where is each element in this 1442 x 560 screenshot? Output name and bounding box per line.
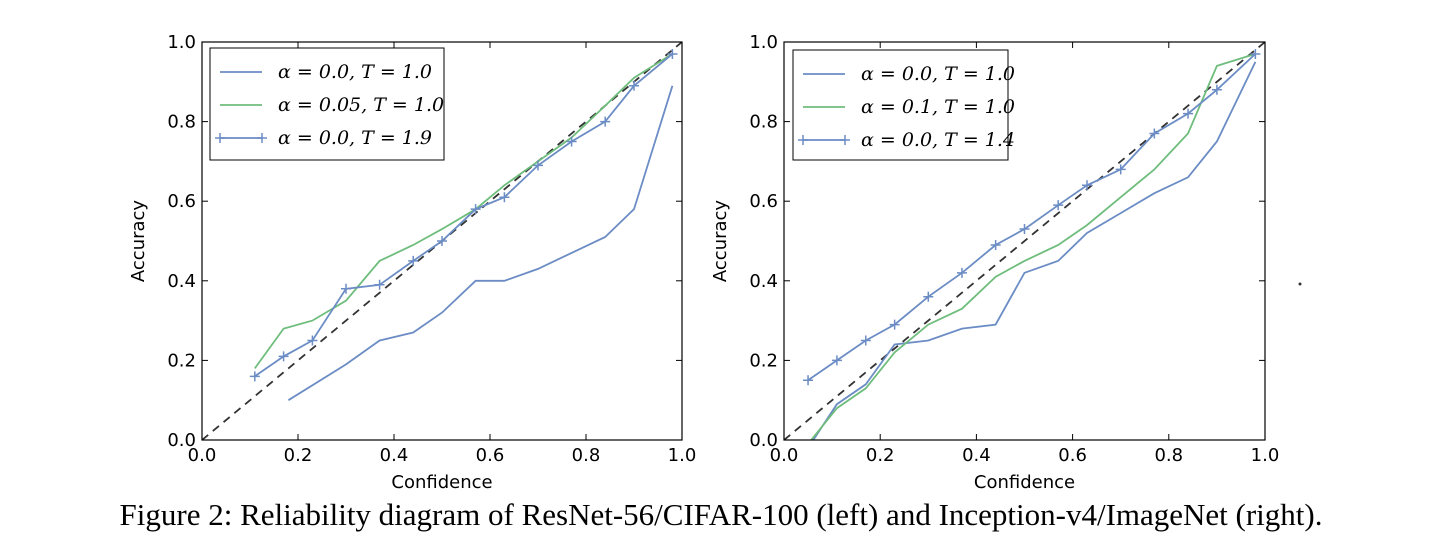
- y-tick-label: 0.8: [749, 112, 778, 133]
- plus-marker: [470, 204, 481, 215]
- y-tick-label: 1.0: [749, 32, 778, 53]
- x-tick-label: 0.4: [962, 445, 991, 466]
- plus-marker: [499, 192, 510, 203]
- right-reliability-chart: 0.0 0.2 0.4 0.6 0.8 1.0 0.0 0.2 0.4 0.6 0.8 1.0 Conf…: [710, 32, 1279, 493]
- x-tick-label: 1.0: [1251, 445, 1280, 466]
- y-tick-label: 0.0: [167, 430, 196, 451]
- x-tick-label: 0.0: [188, 445, 217, 466]
- plus-marker: [1053, 200, 1064, 211]
- plus-marker: [437, 236, 447, 246]
- legend: α = 0.0, T = 1.0 α = 0.05, T = 1.0 α = 0.0…: [209, 47, 445, 161]
- legend-box: [209, 47, 445, 161]
- legend-label: α = 0.0, T = 1.4: [861, 129, 1015, 151]
- plus-marker: [600, 116, 611, 127]
- x-tick-label: 0.6: [1058, 445, 1087, 466]
- axes-frame: [783, 41, 1266, 441]
- plus-marker: [956, 267, 967, 278]
- stray-dot: [1298, 282, 1302, 286]
- y-axis-label: Accuracy: [128, 200, 149, 283]
- y-tick-label: 0.6: [749, 191, 778, 212]
- y-tick-label: 0.6: [167, 191, 196, 212]
- legend-plus-marker: [798, 135, 808, 145]
- plus-marker: [831, 355, 842, 366]
- series-line-3: [254, 53, 673, 378]
- legend-label: α = 0.05, T = 1.0: [278, 94, 444, 116]
- plus-marker: [374, 279, 385, 290]
- x-tick-label: 0.0: [770, 445, 799, 466]
- x-tick-label: 0.2: [866, 445, 895, 466]
- series-line-2: [810, 53, 1256, 440]
- plus-marker: [1115, 164, 1126, 175]
- legend-plus-marker: [215, 133, 225, 143]
- plus-marker: [1250, 48, 1261, 59]
- legend: α = 0.0, T = 1.0 α = 0.1, T = 1.0 α = 0.0,…: [792, 49, 1015, 161]
- perfect-calibration-line: [784, 42, 1265, 440]
- x-tick-label: 0.8: [572, 445, 601, 466]
- y-tick-label: 0.8: [167, 112, 196, 133]
- x-tick-label: 0.2: [284, 445, 313, 466]
- y-tick-label: 1.0: [167, 32, 196, 53]
- y-tick-label: 0.2: [167, 350, 196, 371]
- legend-box: [792, 49, 1009, 161]
- axes-frame: [201, 41, 683, 441]
- plus-marker: [307, 335, 318, 346]
- plus-marker: [1211, 84, 1222, 95]
- figure-caption: Figure 2: Reliability diagram of ResNet-…: [119, 497, 1323, 532]
- y-axis-label: Accuracy: [710, 200, 731, 283]
- x-tick-label: 0.4: [380, 445, 409, 466]
- plus-marker: [803, 375, 814, 386]
- plus-marker: [1082, 180, 1093, 191]
- plus-marker: [923, 291, 934, 302]
- left-reliability-chart: 0.0 0.2 0.4 0.6 0.8 1.0 0.0 0.2 0.4 0.6 0.8 1.0 Conf…: [128, 32, 696, 493]
- plus-marker: [408, 255, 419, 266]
- plus-marker: [990, 239, 1001, 250]
- plus-marker: [566, 136, 577, 147]
- plus-marker: [1019, 224, 1030, 235]
- x-axis-label: Confidence: [974, 472, 1075, 493]
- legend-plus-marker: [257, 133, 267, 143]
- y-tick-label: 0.4: [749, 271, 778, 292]
- plus-marker: [341, 283, 351, 294]
- x-tick-label: 0.8: [1154, 445, 1183, 466]
- plus-marker: [1149, 128, 1160, 139]
- plus-marker: [667, 48, 678, 59]
- legend-label: α = 0.0, T = 1.0: [278, 61, 432, 83]
- series-line-2: [254, 53, 673, 369]
- plus-marker: [629, 80, 639, 91]
- plot-area: [784, 42, 1265, 440]
- y-tick-label: 0.2: [749, 350, 778, 371]
- plus-marker: [249, 371, 260, 382]
- plus-marker: [860, 335, 871, 346]
- plus-marker: [533, 160, 543, 171]
- y-tick-label: 0.4: [167, 271, 196, 292]
- legend-label: α = 0.0, T = 1.9: [278, 127, 432, 149]
- x-axis-label: Confidence: [391, 472, 492, 493]
- y-tick-label: 0.0: [749, 430, 778, 451]
- x-tick-label: 1.0: [668, 445, 697, 466]
- legend-label: α = 0.1, T = 1.0: [861, 96, 1015, 118]
- plot-area: [202, 42, 682, 440]
- plus-marker: [278, 351, 289, 362]
- plus-marker: [889, 319, 900, 330]
- x-tick-label: 0.6: [476, 445, 505, 466]
- series-line-1: [812, 61, 1257, 440]
- legend-label: α = 0.0, T = 1.0: [861, 63, 1015, 85]
- legend-plus-marker: [840, 135, 850, 145]
- series-line-1: [287, 85, 674, 401]
- plus-marker: [1183, 108, 1194, 119]
